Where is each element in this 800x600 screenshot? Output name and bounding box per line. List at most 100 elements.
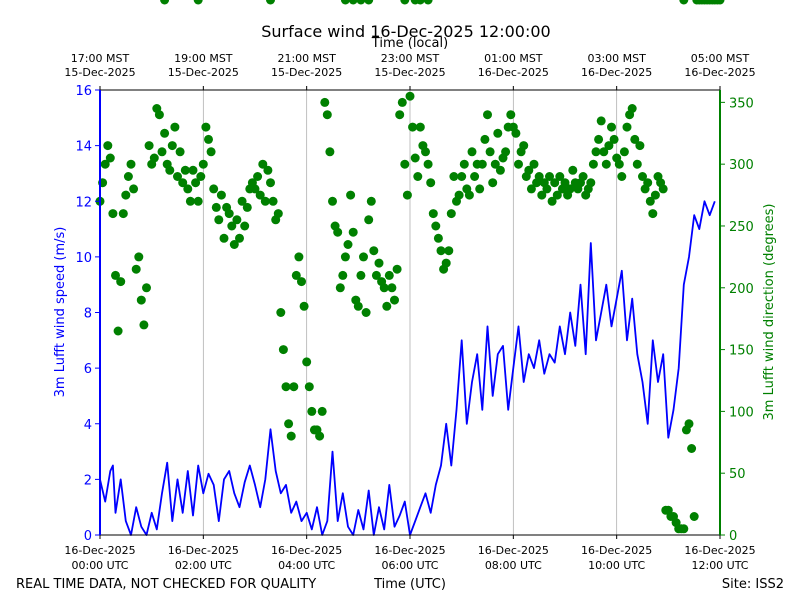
bottom-tick-time: 02:00 UTC (175, 559, 232, 572)
wind-direction-point (392, 264, 402, 274)
wind-direction-point (260, 196, 270, 206)
left-axis-title: 3m Lufft wind speed (m/s) (53, 227, 68, 398)
bottom-tick-date: 16-Dec-2025 (478, 544, 549, 557)
wind-direction-point (410, 153, 420, 163)
wind-direction-point (609, 134, 619, 144)
wind-direction-point (291, 270, 301, 280)
right-tick-label: 250 (729, 220, 754, 235)
top-tick-date: 15-Dec-2025 (374, 66, 445, 79)
wind-direction-point (519, 141, 529, 151)
right-tick-label: 0 (729, 529, 737, 544)
wind-direction-point (366, 196, 376, 206)
wind-direction-point (364, 215, 374, 225)
wind-direction-point (679, 0, 689, 5)
speed-series (99, 200, 716, 536)
wind-direction-point (111, 270, 120, 280)
wind-direction-point (560, 178, 570, 188)
wind-direction-point (684, 419, 694, 429)
wind-direction-point (379, 283, 389, 293)
wind-direction-point (160, 128, 170, 138)
right-axis-title: 3m Lufft wind direction (degrees) (762, 204, 777, 421)
wind-direction-point (294, 252, 304, 262)
wind-direction-point (426, 178, 436, 188)
wind-direction-point (511, 128, 521, 138)
wind-direction-point (266, 0, 275, 5)
wind-direction-point (160, 0, 170, 5)
wind-direction-point (552, 190, 562, 200)
wind-direction-point (315, 431, 325, 441)
bottom-axis-ticks: 16-Dec-2025 00:00 UTC 16-Dec-2025 02:00 UTC… (64, 535, 756, 572)
bottom-tick-date: 16-Dec-2025 (684, 544, 755, 557)
wind-direction-point (395, 110, 405, 120)
wind-direction-point (387, 283, 397, 293)
wind-direction-point (596, 116, 606, 126)
wind-direction-point (423, 0, 433, 5)
wind-direction-point (193, 196, 203, 206)
wind-direction-point (449, 172, 459, 181)
wind-direction-point (273, 209, 283, 219)
wind-direction-point (475, 184, 485, 194)
wind-direction-point (630, 134, 640, 144)
bottom-tick-date: 16-Dec-2025 (168, 544, 239, 557)
wind-direction-point (594, 134, 604, 144)
wind-direction-point (622, 122, 632, 132)
wind-direction-point (198, 159, 208, 169)
wind-direction-point (374, 258, 384, 268)
right-axis-ticks: 0 50 100 150 200 250 300 350 (720, 96, 754, 544)
left-tick-label: 16 (75, 84, 92, 99)
wind-direction-point (123, 172, 133, 181)
wind-direction-point (495, 165, 505, 175)
wind-direction-point (364, 0, 374, 5)
wind-direction-point (645, 196, 655, 206)
wind-direction-point (333, 227, 343, 237)
wind-direction-point (343, 240, 353, 249)
wind-direction-point (229, 240, 239, 249)
wind-direction-point (568, 165, 578, 175)
wind-direction-point (214, 215, 224, 225)
wind-direction-point (266, 178, 275, 188)
wind-direction-point (542, 184, 552, 194)
wind-direction-point (235, 233, 244, 243)
wind-direction-point (650, 190, 660, 200)
wind-direction-point (607, 122, 616, 132)
wind-direction-point (619, 147, 629, 157)
wind-direction-point (679, 524, 689, 534)
wind-direction-point (154, 110, 164, 120)
bottom-tick-date: 16-Dec-2025 (581, 544, 652, 557)
wind-direction-point (588, 159, 598, 169)
wind-direction-point (400, 159, 410, 169)
wind-direction-point (415, 0, 425, 5)
wind-direction-point (165, 165, 175, 175)
wind-direction-point (325, 147, 335, 157)
left-tick-label: 0 (84, 529, 92, 544)
wind-direction-point (464, 190, 474, 200)
wind-direction-point (250, 184, 260, 194)
bottom-tick-time: 08:00 UTC (485, 559, 542, 572)
top-tick-date: 15-Dec-2025 (64, 66, 135, 79)
wind-direction-point (371, 270, 381, 280)
wind-direction-point (369, 246, 379, 256)
wind-direction-point (578, 172, 588, 181)
wind-direction-point (255, 190, 265, 200)
wind-direction-point (348, 0, 358, 5)
wind-direction-point (149, 153, 159, 163)
wind-direction-point (281, 382, 291, 392)
wind-direction-point (361, 308, 371, 317)
wind-direction-point (175, 147, 185, 157)
top-tick-time: 19:00 MST (174, 52, 233, 65)
wind-direction-point (253, 172, 263, 181)
top-tick-time: 05:00 MST (691, 52, 750, 65)
right-tick-label: 350 (729, 96, 754, 111)
right-tick-label: 150 (729, 344, 754, 359)
wind-direction-point (586, 178, 596, 188)
wind-direction-point (485, 147, 495, 157)
top-tick-time: 21:00 MST (277, 52, 336, 65)
wind-direction-point (304, 382, 314, 392)
left-tick-label: 12 (75, 195, 92, 210)
wind-direction-point (638, 172, 647, 181)
wind-direction-point (627, 104, 637, 113)
wind-direction-point (408, 122, 418, 132)
wind-direction-point (413, 172, 423, 181)
wind-direction-point (211, 202, 221, 212)
wind-direction-point (317, 406, 327, 416)
